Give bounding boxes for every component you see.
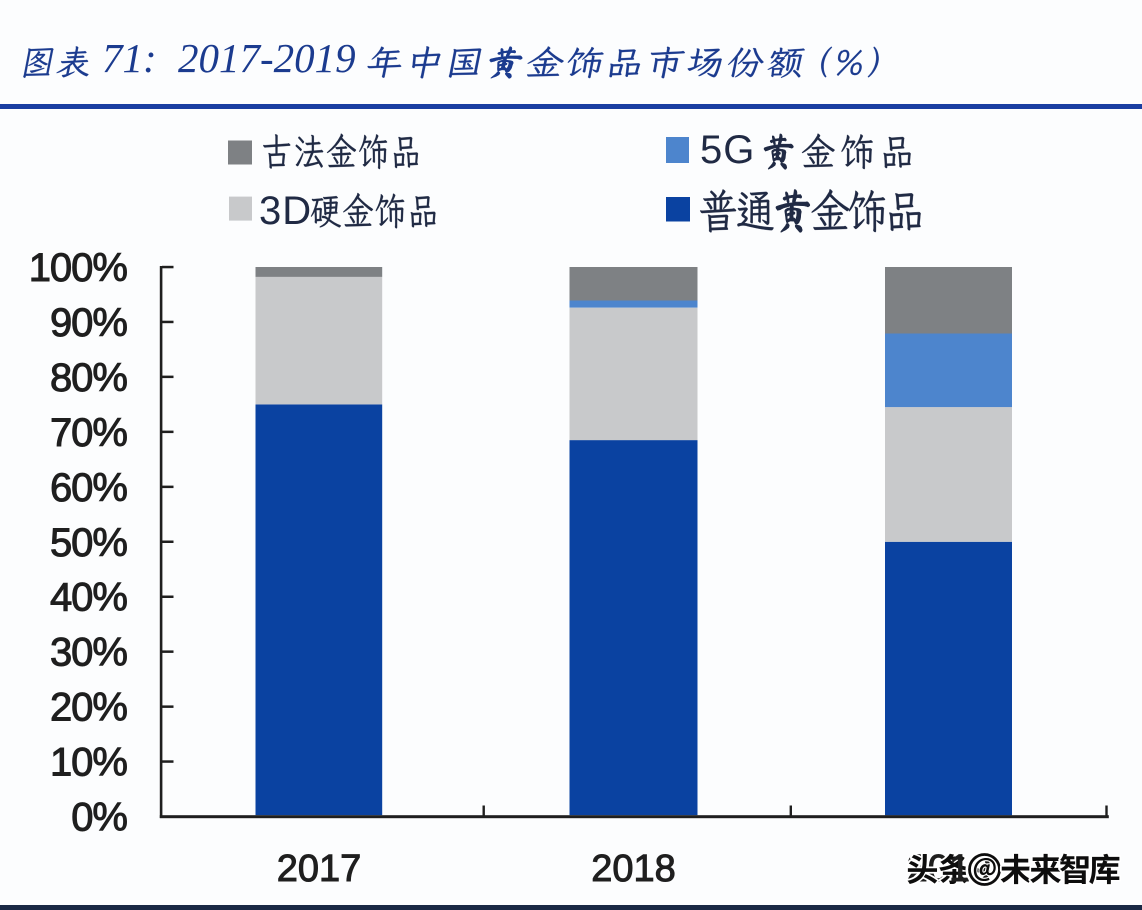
- svg-text:2017: 2017: [277, 848, 362, 890]
- svg-text:90%: 90%: [50, 301, 127, 345]
- svg-text:100%: 100%: [29, 246, 128, 290]
- svg-text:80%: 80%: [50, 356, 127, 400]
- svg-text:0%: 0%: [71, 796, 127, 840]
- svg-text:1: 1: [949, 848, 970, 890]
- svg-text:40%: 40%: [50, 576, 127, 620]
- svg-text:50%: 50%: [50, 521, 127, 565]
- svg-text:10%: 10%: [50, 741, 127, 785]
- svg-text:70%: 70%: [50, 411, 127, 455]
- svg-text:5G: 5G: [700, 128, 755, 172]
- svg-text:71:: 71:: [102, 35, 157, 81]
- svg-text:60%: 60%: [50, 466, 127, 510]
- svg-text:20%: 20%: [50, 686, 127, 730]
- svg-text:2018: 2018: [591, 848, 676, 890]
- svg-text:30%: 30%: [50, 631, 127, 675]
- svg-text:3D: 3D: [259, 189, 312, 233]
- svg-text:2017-2019: 2017-2019: [178, 35, 356, 81]
